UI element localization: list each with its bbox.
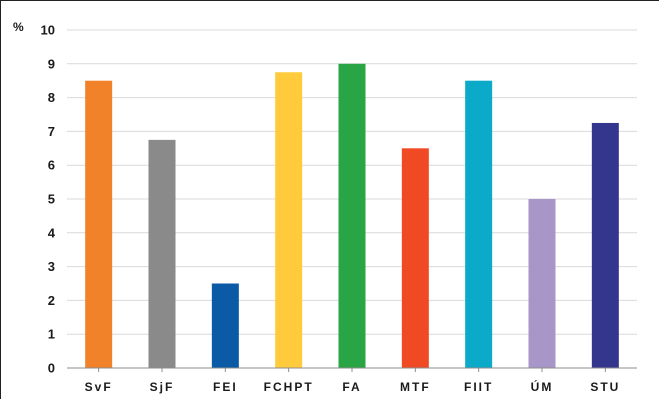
x-tick-label: MTF <box>400 380 431 394</box>
y-tick-label: 0 <box>48 361 55 376</box>
y-tick-label: 2 <box>48 293 55 308</box>
x-tick-label: STU <box>590 380 620 394</box>
bars <box>85 63 619 369</box>
y-axis: 0 1 2 3 4 5 6 7 8 9 10 <box>41 23 56 376</box>
bar-8 <box>591 122 619 368</box>
bar-0 <box>85 80 113 368</box>
y-tick-label: 8 <box>48 90 55 105</box>
bar-6 <box>465 80 493 368</box>
bar-7 <box>528 199 556 368</box>
y-tick-label: 3 <box>48 259 55 274</box>
y-tick-label: 5 <box>48 192 55 207</box>
bar-2 <box>211 283 239 368</box>
x-tick-label: FCHPT <box>264 380 314 394</box>
y-tick-label: 6 <box>48 158 55 173</box>
x-tick-label: FIIT <box>464 380 493 394</box>
y-axis-unit-label: % <box>13 20 24 34</box>
bar-5 <box>401 148 429 368</box>
y-tick-label: 4 <box>48 225 56 240</box>
bar-4 <box>338 63 366 369</box>
bar-3 <box>275 72 303 368</box>
bar-1 <box>148 139 176 368</box>
y-tick-label: 10 <box>41 23 55 38</box>
y-tick-label: 1 <box>48 327 55 342</box>
x-axis: SvF SjF FEI FCHPT FA MTF FIIT ÚM STU <box>67 367 637 394</box>
x-tick-label: FA <box>342 380 361 394</box>
x-tick-label: FEI <box>213 380 238 394</box>
x-tick-label: ÚM <box>531 379 554 394</box>
x-tick-label: SjF <box>150 380 175 394</box>
x-tick-label: SvF <box>85 380 113 394</box>
y-tick-label: 9 <box>48 56 55 71</box>
y-tick-label: 7 <box>48 124 55 139</box>
